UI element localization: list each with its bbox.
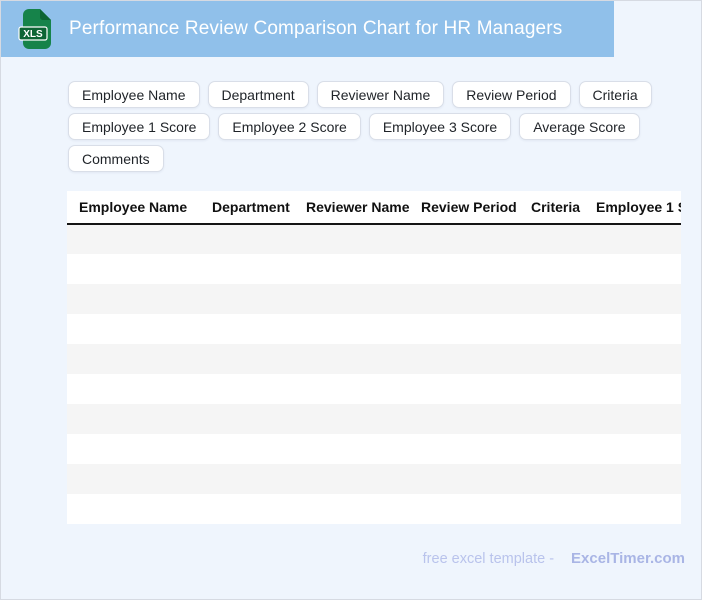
column-header-department: Department (212, 199, 290, 215)
chip-comments[interactable]: Comments (68, 145, 164, 172)
chip-average-score[interactable]: Average Score (519, 113, 640, 140)
chip-employee-3-score[interactable]: Employee 3 Score (368, 113, 512, 140)
table-cell-empty (67, 254, 681, 284)
footer: free excel template - ExcelTimer.com (423, 550, 685, 567)
preview-table: Employee Name Department Reviewer Name Revi… (67, 191, 681, 524)
table-row (67, 464, 681, 494)
column-chips: Employee Name Department Reviewer Name Revi… (68, 81, 668, 172)
xls-icon-label: XLS (23, 29, 43, 40)
table-row (67, 374, 681, 404)
xls-file-icon: XLS (18, 8, 52, 50)
table-cell-empty (67, 494, 681, 524)
table-cell-empty (67, 434, 681, 464)
table-row (67, 284, 681, 314)
table-cell-empty (67, 224, 681, 254)
chip-review-period[interactable]: Review Period (452, 81, 571, 108)
table-row (67, 314, 681, 344)
chip-employee-1-score[interactable]: Employee 1 Score (68, 113, 211, 140)
table-row (67, 494, 681, 524)
table-header-row: Employee Name Department Reviewer Name Revi… (67, 191, 681, 224)
column-header-employee-name: Employee Name (79, 199, 188, 215)
chip-reviewer-name[interactable]: Reviewer Name (316, 81, 445, 108)
table-row (67, 254, 681, 284)
table-cell-empty (67, 464, 681, 494)
table-cell-empty (67, 314, 681, 344)
page-title: Performance Review Comparison Chart for … (69, 18, 563, 39)
app-header: XLS Performance Review Comparison Chart … (1, 1, 614, 57)
table-row (67, 434, 681, 464)
column-header-criteria: Criteria (531, 199, 581, 215)
table-row (67, 344, 681, 374)
table-cell-empty (67, 404, 681, 434)
table-cell-empty (67, 344, 681, 374)
table-row (67, 224, 681, 254)
column-header-employee-1-score: Employee 1 Score (596, 199, 681, 215)
chip-employee-name[interactable]: Employee Name (68, 81, 200, 108)
table-row (67, 404, 681, 434)
table-cell-empty (67, 374, 681, 404)
chip-criteria[interactable]: Criteria (578, 81, 652, 108)
footer-brand-link[interactable]: ExcelTimer.com (571, 550, 685, 567)
footer-text: free excel template - (422, 551, 555, 567)
chip-department[interactable]: Department (207, 81, 309, 108)
chip-employee-2-score[interactable]: Employee 2 Score (218, 113, 361, 140)
table-cell-empty (67, 284, 681, 314)
column-header-review-period: Review Period (421, 199, 517, 215)
column-header-reviewer-name: Reviewer Name (306, 199, 410, 215)
